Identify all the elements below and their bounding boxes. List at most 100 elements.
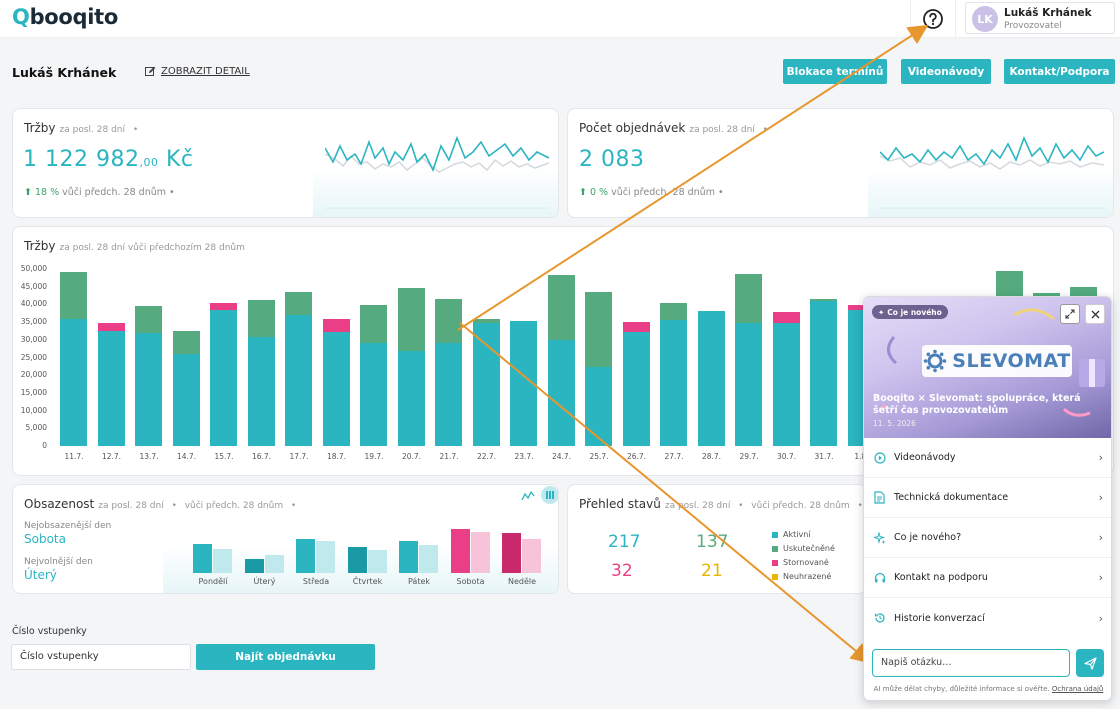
bar-segment-base[interactable] bbox=[547, 339, 575, 446]
bar-segment-base[interactable] bbox=[697, 310, 725, 446]
news-title: Booqito × Slevomat: spolupráce, která še… bbox=[873, 393, 1081, 416]
bar-segment-pink[interactable] bbox=[97, 323, 125, 331]
bar-segment-extra[interactable] bbox=[247, 299, 275, 337]
x-tick-label: 16.7. bbox=[251, 452, 272, 461]
occupancy-bar-previous[interactable] bbox=[367, 549, 387, 573]
occupancy-bar-current[interactable] bbox=[193, 543, 212, 573]
bar-segment-base[interactable] bbox=[322, 332, 350, 446]
revenue-sparkline bbox=[325, 135, 549, 209]
ticket-label: Číslo vstupenky bbox=[12, 626, 87, 637]
menu-item-whats-new[interactable]: Co je nového? › bbox=[864, 518, 1111, 558]
bar-segment-pink[interactable] bbox=[847, 305, 875, 311]
bar-segment-pink[interactable] bbox=[772, 311, 800, 324]
bar-segment-base[interactable] bbox=[97, 330, 125, 446]
legend-cancelled: Stornované bbox=[772, 558, 829, 567]
bar-chart-toggle[interactable] bbox=[541, 486, 558, 504]
x-tick-label: 18.7. bbox=[326, 452, 347, 461]
privacy-link[interactable]: Ochrana údajů bbox=[1051, 685, 1104, 693]
occupancy-bar-previous[interactable] bbox=[419, 544, 438, 573]
question-input[interactable]: Napiš otázku… bbox=[872, 649, 1070, 677]
menu-item-tech-docs[interactable]: Technická dokumentace › bbox=[864, 478, 1111, 518]
bar-segment-base[interactable] bbox=[435, 343, 462, 446]
occupancy-bar-current[interactable] bbox=[244, 558, 264, 573]
x-tick-label: 22.7. bbox=[476, 452, 497, 461]
close-button[interactable] bbox=[1085, 304, 1105, 324]
bar-segment-base[interactable] bbox=[735, 323, 762, 446]
menu-item-video-guides[interactable]: Videonávody › bbox=[864, 438, 1111, 478]
bar-segment-base[interactable] bbox=[622, 332, 650, 446]
bar-segment-pink[interactable] bbox=[622, 322, 650, 332]
expand-button[interactable] bbox=[1060, 304, 1080, 324]
bar-segment-base[interactable] bbox=[172, 353, 200, 446]
bar-segment-base[interactable] bbox=[285, 315, 312, 446]
top-header: Qbooqito LK Lukáš Krhánek Provozovatel bbox=[0, 0, 1120, 38]
revenue-title: Tržby za posl. 28 dní • bbox=[24, 121, 139, 135]
menu-item-conversation-history[interactable]: Historie konverzací › bbox=[864, 598, 1111, 638]
show-detail-link[interactable]: ZOBRAZIT DETAIL bbox=[145, 66, 250, 77]
occupancy-bar-current[interactable] bbox=[502, 532, 521, 573]
menu-item-support-contact[interactable]: Kontakt na podporu › bbox=[864, 558, 1111, 598]
occupancy-bar-previous[interactable] bbox=[470, 531, 490, 573]
active-count: 217 bbox=[608, 532, 641, 552]
find-order-button[interactable]: Najít objednávku bbox=[196, 644, 375, 670]
line-chart-toggle[interactable] bbox=[518, 487, 538, 505]
bar-segment-extra[interactable] bbox=[810, 298, 837, 301]
bar-segment-extra[interactable] bbox=[660, 302, 687, 320]
day-label: Úterý bbox=[253, 577, 276, 586]
bar-segment-base[interactable] bbox=[810, 300, 837, 446]
bar-segment-pink[interactable] bbox=[210, 303, 237, 310]
help-icon bbox=[923, 8, 943, 29]
send-button[interactable] bbox=[1076, 649, 1104, 677]
bar-segment-extra[interactable] bbox=[735, 273, 762, 324]
video-guides-button[interactable]: Videonávody bbox=[901, 59, 991, 84]
occupancy-bar-current[interactable] bbox=[347, 546, 367, 573]
logo[interactable]: Qbooqito bbox=[12, 5, 119, 29]
day-label: Středa bbox=[302, 577, 330, 586]
bar-segment-base[interactable] bbox=[397, 351, 425, 446]
bar-segment-extra[interactable] bbox=[60, 271, 87, 319]
x-tick-label: 15.7. bbox=[214, 452, 234, 461]
bar-segment-base[interactable] bbox=[247, 336, 275, 446]
occupancy-bar-current[interactable] bbox=[450, 528, 470, 573]
bar-segment-extra[interactable] bbox=[135, 306, 162, 334]
cancelled-count: 32 bbox=[611, 561, 633, 581]
occupancy-bar-previous[interactable] bbox=[264, 555, 284, 573]
user-menu[interactable]: LK Lukáš Krhánek Provozovatel bbox=[965, 2, 1115, 34]
bar-segment-base[interactable] bbox=[60, 318, 87, 446]
chevron-right-icon: › bbox=[1098, 531, 1103, 544]
bar-segment-pink[interactable] bbox=[322, 318, 350, 332]
bar-segment-extra[interactable] bbox=[435, 298, 462, 344]
bar-segment-extra[interactable] bbox=[285, 292, 312, 315]
bar-segment-base[interactable] bbox=[772, 323, 800, 446]
bar-segment-extra[interactable] bbox=[472, 318, 500, 323]
x-tick-label: 29.7. bbox=[739, 452, 759, 461]
bar-segment-extra[interactable] bbox=[397, 287, 425, 352]
occupancy-bar-current[interactable] bbox=[399, 541, 418, 573]
help-button[interactable] bbox=[910, 0, 956, 37]
news-banner[interactable]: ✦ Co je nového SLEVOMAT Booqito × Slevoma… bbox=[864, 297, 1111, 438]
ai-disclaimer: AI může dělat chyby, důležité informace … bbox=[873, 685, 1104, 693]
contact-support-button[interactable]: Kontakt/Podpora bbox=[1004, 59, 1115, 84]
bar-segment-base[interactable] bbox=[360, 342, 387, 446]
bar-segment-base[interactable] bbox=[135, 333, 162, 446]
bar-segment-extra[interactable] bbox=[172, 330, 200, 354]
orders-trend: ⬆ 0 % vůči předch. 28 dnům • bbox=[579, 187, 724, 198]
bar-segment-extra[interactable] bbox=[996, 270, 1023, 301]
bar-segment-extra[interactable] bbox=[547, 275, 575, 340]
gear-logo-icon bbox=[923, 349, 947, 373]
occupancy-card: Obsazenost za posl. 28 dní • vůči předch.… bbox=[12, 484, 559, 594]
send-icon bbox=[1083, 656, 1097, 670]
occupancy-bar-previous[interactable] bbox=[213, 548, 232, 573]
bar-segment-base[interactable] bbox=[660, 319, 687, 446]
bar-segment-extra[interactable] bbox=[585, 291, 612, 368]
occupancy-bar-previous[interactable] bbox=[316, 541, 335, 573]
occupancy-bar-current[interactable] bbox=[296, 539, 315, 573]
occupancy-bar-previous[interactable] bbox=[522, 539, 541, 573]
ticket-input[interactable]: Číslo vstupenky bbox=[11, 644, 191, 670]
revenue-value: 1 122 982,00 Kč bbox=[23, 147, 194, 172]
chevron-right-icon: › bbox=[1098, 611, 1103, 625]
y-tick-label: 30,000 bbox=[20, 334, 47, 344]
bar-segment-base[interactable] bbox=[585, 367, 612, 446]
bar-segment-extra[interactable] bbox=[360, 305, 387, 343]
bar-segment-base[interactable] bbox=[210, 309, 237, 446]
